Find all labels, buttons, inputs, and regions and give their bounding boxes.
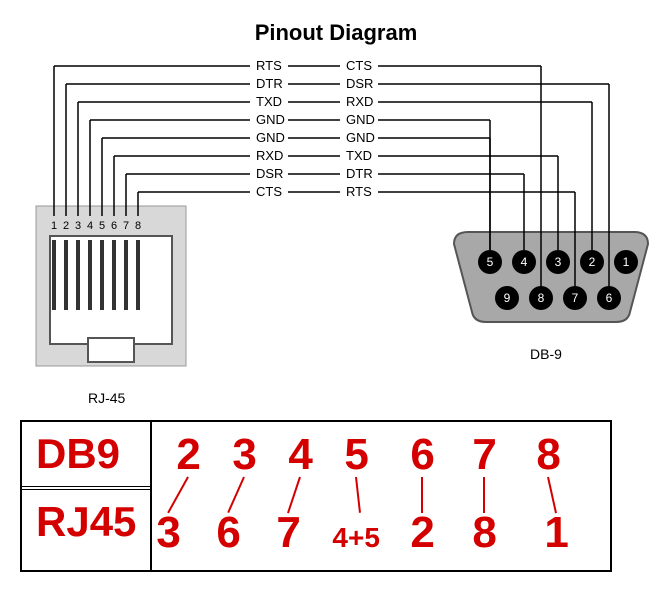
wire-label-right: GND: [344, 130, 377, 145]
wire-label-right: RXD: [344, 94, 375, 109]
db9-label: DB-9: [530, 346, 562, 362]
wire-label-left: DTR: [254, 76, 285, 91]
map-rj45-pin: 3: [156, 508, 180, 558]
wire-label-right: TXD: [344, 148, 374, 163]
wire-label-right: GND: [344, 112, 377, 127]
map-rj45-pin: 2: [410, 508, 434, 558]
map-db9-pin: 3: [232, 430, 256, 480]
map-db9-pin: 6: [410, 430, 434, 480]
rj45-pin-number: 7: [123, 220, 129, 232]
wire-label-left: RTS: [254, 58, 284, 73]
rj45-pin-number: 5: [99, 220, 105, 232]
pinout-diagram: 543219876: [0, 0, 672, 410]
svg-text:9: 9: [504, 291, 511, 305]
rj45-pin-number: 4: [87, 220, 93, 232]
map-db9-pin: 7: [472, 430, 496, 480]
mapping-table: DB9 RJ45 23364754+5627881: [20, 420, 612, 572]
map-rj45-pin: 8: [472, 508, 496, 558]
wire-label-right: RTS: [344, 184, 374, 199]
map-rj45-pin: 6: [216, 508, 240, 558]
svg-text:4: 4: [521, 255, 528, 269]
mapping-header-rj45: RJ45: [22, 490, 150, 554]
wire-label-left: RXD: [254, 148, 285, 163]
wire-label-left: DSR: [254, 166, 285, 181]
rj45-pin-number: 8: [135, 220, 141, 232]
wire-label-right: CTS: [344, 58, 374, 73]
mapping-row-headers: DB9 RJ45: [22, 422, 152, 570]
map-db9-pin: 5: [344, 430, 368, 480]
map-rj45-pin: 7: [276, 508, 300, 558]
map-rj45-pin: 1: [544, 508, 568, 558]
svg-text:1: 1: [623, 255, 630, 269]
rj45-pin-number: 1: [51, 220, 57, 232]
rj45-pin-number: 6: [111, 220, 117, 232]
svg-text:8: 8: [538, 291, 545, 305]
wire-label-right: DSR: [344, 76, 375, 91]
mapping-values: 23364754+5627881: [152, 422, 610, 570]
svg-text:2: 2: [589, 255, 596, 269]
wire-label-left: GND: [254, 130, 287, 145]
map-db9-pin: 8: [536, 430, 560, 480]
svg-text:7: 7: [572, 291, 579, 305]
map-db9-pin: 4: [288, 430, 312, 480]
map-db9-pin: 2: [176, 430, 200, 480]
mapping-header-db9: DB9: [22, 422, 150, 490]
wire-label-left: TXD: [254, 94, 284, 109]
wire-label-right: DTR: [344, 166, 375, 181]
svg-text:5: 5: [487, 255, 494, 269]
map-rj45-pin: 4+5: [332, 522, 380, 554]
svg-text:6: 6: [606, 291, 613, 305]
map-connector-line: [355, 477, 361, 513]
wire-label-left: CTS: [254, 184, 284, 199]
svg-text:3: 3: [555, 255, 562, 269]
rj45-pin-number: 3: [75, 220, 81, 232]
rj45-label: RJ-45: [88, 390, 125, 406]
wire-label-left: GND: [254, 112, 287, 127]
rj45-pin-number: 2: [63, 220, 69, 232]
